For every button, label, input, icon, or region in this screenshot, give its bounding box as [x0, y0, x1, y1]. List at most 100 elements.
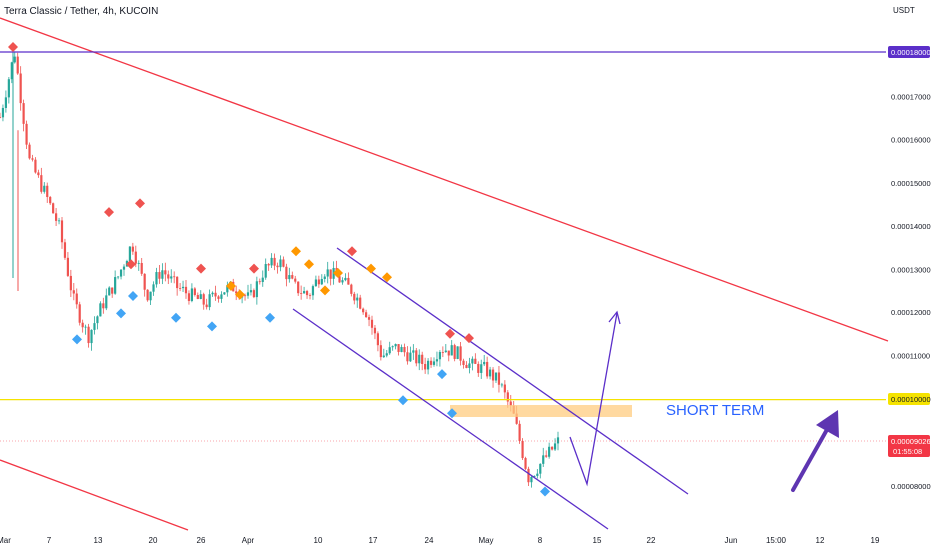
marker-orange [304, 259, 314, 270]
marker-blue [540, 486, 550, 497]
candle-body [146, 289, 149, 301]
y-tick-label: 0.00013000 [891, 266, 931, 275]
red-trendline-upper[interactable] [0, 17, 889, 342]
channel-lower[interactable] [292, 308, 609, 530]
candle-body [102, 303, 105, 309]
candle-body [273, 257, 276, 266]
bar-countdown: 01:55:08 [893, 447, 922, 456]
bullish-arrow-shaft[interactable] [791, 424, 831, 492]
quote-unit-label: USDT [893, 6, 915, 15]
candle-body [302, 291, 306, 294]
candle-body [99, 303, 102, 317]
candle-body [347, 277, 350, 285]
candle-body [0, 117, 2, 118]
candle-body [488, 369, 492, 377]
marker-blue [437, 369, 447, 380]
candle-body [84, 326, 87, 328]
candle-body [373, 327, 377, 334]
candle-body [13, 56, 16, 63]
x-tick-label: 15:00 [766, 536, 787, 545]
marker-red [104, 207, 114, 218]
candle-body [412, 350, 415, 353]
candle-body [270, 257, 273, 266]
marker-orange [320, 285, 330, 296]
candle-body [75, 293, 78, 305]
candle-body [131, 246, 134, 252]
chart-drawings: SHORT TERM [0, 17, 889, 531]
candle-body [509, 401, 512, 406]
x-tick-label: 7 [47, 536, 52, 545]
time-axis[interactable]: Mar 7 13 20 26 Apr 10 17 24 May 8 15 22 Jun 15:00 12 19 [0, 536, 880, 545]
candle-body [553, 443, 557, 450]
x-tick-label: May [478, 536, 493, 545]
x-tick-label: 26 [197, 536, 206, 545]
candle-body [22, 103, 25, 124]
candle-body [108, 287, 111, 296]
candle-body [403, 347, 406, 353]
candle-body [542, 455, 545, 464]
channel-upper[interactable] [336, 247, 689, 495]
marker-red [445, 328, 455, 339]
candle-body [34, 159, 37, 173]
candle-body [128, 246, 132, 262]
candle-body [524, 458, 527, 469]
marker-red [347, 246, 357, 257]
projection-arrowhead [608, 310, 621, 325]
x-tick-label: 12 [816, 536, 825, 545]
candle-body [7, 79, 10, 98]
marker-orange [291, 246, 301, 257]
candle-body [515, 413, 518, 424]
candle-body [69, 275, 72, 291]
candle-body [93, 323, 96, 330]
price-axis[interactable]: USDT 0.00018000 0.00017000 0.00016000 0.0001… [888, 6, 931, 491]
candle-body [25, 123, 28, 145]
candle-body [264, 264, 267, 278]
candle-body [500, 384, 504, 386]
price-label: 0.00010000 [891, 395, 931, 404]
candle-body [424, 363, 427, 370]
candle-body [137, 262, 140, 264]
candle-body [477, 363, 480, 373]
projection-path[interactable] [569, 312, 618, 487]
candle-body [211, 292, 214, 295]
candle-body [208, 294, 211, 308]
red-trendline-lower[interactable] [0, 459, 189, 531]
y-tick-label: 0.00012000 [891, 308, 931, 317]
candle-body [338, 276, 341, 283]
candle-body [291, 275, 294, 279]
short-term-annotation[interactable]: SHORT TERM [666, 402, 764, 419]
marker-orange [226, 280, 236, 291]
candle-body [311, 286, 315, 296]
chart-title: Terra Classic / Tether, 4h, KUCOIN [4, 6, 159, 17]
candle-body [37, 172, 40, 176]
candle-body [149, 291, 152, 301]
demand-zone[interactable] [450, 405, 632, 417]
candle-body [246, 292, 250, 296]
candle-body [370, 319, 374, 328]
candle-body [388, 347, 391, 354]
candle-body [173, 276, 176, 278]
candle-body [447, 350, 450, 356]
candle-body [527, 468, 530, 483]
candle-body [220, 294, 223, 299]
candle-body [140, 262, 143, 274]
candle-body [111, 287, 114, 294]
candle-body [362, 308, 365, 313]
candle-body [556, 437, 560, 444]
y-tick-label: 0.00017000 [891, 93, 931, 102]
candle-body [187, 293, 191, 301]
candle-body [350, 284, 353, 294]
candle-body [49, 197, 52, 204]
marker-orange [333, 267, 343, 278]
candle-body [167, 274, 170, 279]
candle-body [376, 333, 380, 346]
candle-body [394, 344, 397, 347]
candle-body [285, 266, 288, 280]
candle-body [28, 144, 31, 159]
candle-body [471, 358, 474, 364]
candle-body [491, 369, 495, 381]
candle-body [57, 220, 61, 222]
candle-body [400, 347, 403, 352]
candle-body [521, 440, 524, 459]
